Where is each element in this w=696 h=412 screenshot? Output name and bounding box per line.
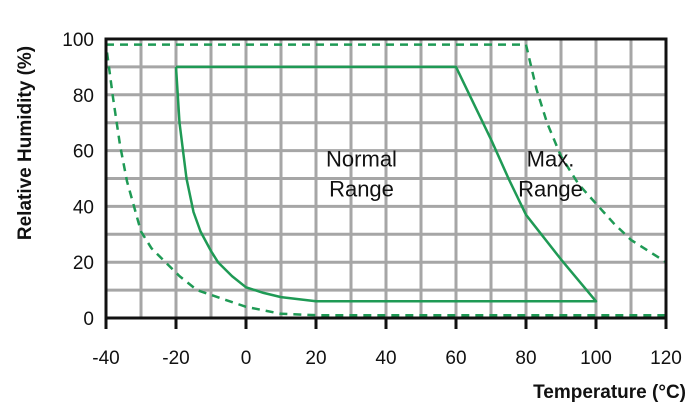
x-tick-label: 0 xyxy=(241,348,252,369)
x-tick-label: 100 xyxy=(580,348,612,369)
y-tick-label: 40 xyxy=(73,197,94,218)
range-annotation-line: Range xyxy=(518,177,583,202)
y-tick-label: 80 xyxy=(73,86,94,107)
range-annotation: Normal Range xyxy=(326,147,397,202)
range-annotation-line: Normal xyxy=(326,147,397,172)
range-annotation-line: Max. xyxy=(527,147,575,172)
x-tick-label: 80 xyxy=(515,348,536,369)
x-tick-label: 120 xyxy=(650,348,682,369)
range-annotation-line: Range xyxy=(329,177,394,202)
x-tick-label: -40 xyxy=(92,348,119,369)
x-axis-label: Temperature (°C) xyxy=(533,382,686,403)
x-tick-label: 20 xyxy=(305,348,326,369)
x-tick-label: 60 xyxy=(445,348,466,369)
annotation-group: Normal Range Max. Range xyxy=(326,147,583,202)
y-tick-label: 60 xyxy=(73,142,94,163)
y-tick-label: 20 xyxy=(73,253,94,274)
series-group xyxy=(104,43,668,317)
normal-range-boundary xyxy=(174,65,598,303)
max-range-boundary xyxy=(104,43,668,317)
x-tick-label: 40 xyxy=(375,348,396,369)
grid xyxy=(106,39,666,318)
x-tick-label: -20 xyxy=(162,348,189,369)
y-tick-label: 100 xyxy=(62,30,94,51)
range-annotation: Max. Range xyxy=(518,147,583,202)
y-tick-label: 0 xyxy=(83,309,94,330)
y-axis-label: Relative Humidity (%) xyxy=(15,46,36,240)
tick-group: -40 -20 0 20 40 60 80 100 120 0 20 40 60 80 100 xyxy=(62,30,682,369)
